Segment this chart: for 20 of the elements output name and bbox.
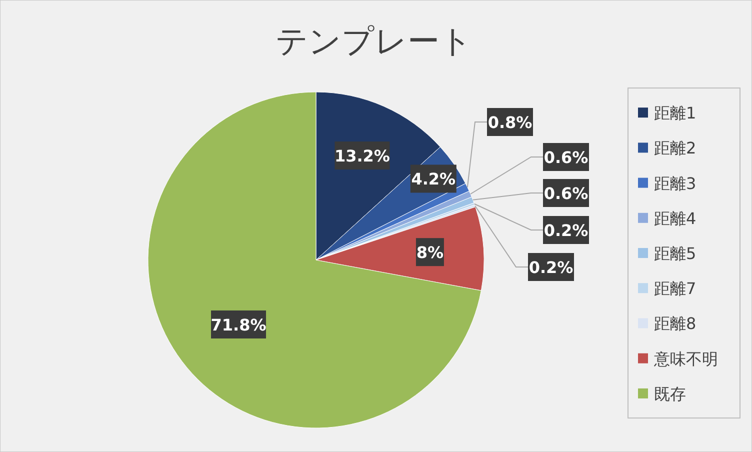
data-label: 71.8% bbox=[210, 315, 266, 334]
data-label: 0.6% bbox=[544, 184, 588, 203]
data-label: 4.2% bbox=[411, 170, 456, 189]
legend-label: 意味不明 bbox=[653, 349, 718, 368]
legend-label: 既存 bbox=[654, 384, 686, 404]
data-label: 8% bbox=[416, 243, 444, 262]
legend-label: 距離1 bbox=[654, 104, 696, 123]
legend-label: 距離4 bbox=[654, 208, 696, 228]
pie-slice bbox=[148, 92, 482, 428]
data-label: 13.2% bbox=[334, 146, 390, 166]
legend-label: 距離2 bbox=[654, 138, 696, 158]
legend-label: 距離8 bbox=[654, 314, 696, 334]
chart-title: テンプレート bbox=[276, 22, 472, 60]
legend-label: 距離5 bbox=[654, 244, 696, 263]
legend-label: 距離3 bbox=[654, 174, 696, 193]
data-label: 0.8% bbox=[488, 113, 532, 132]
data-label: 0.6% bbox=[544, 148, 588, 167]
data-label: 0.2% bbox=[544, 221, 588, 240]
legend-label: 距離7 bbox=[654, 279, 696, 298]
data-label: 0.2% bbox=[528, 258, 574, 277]
